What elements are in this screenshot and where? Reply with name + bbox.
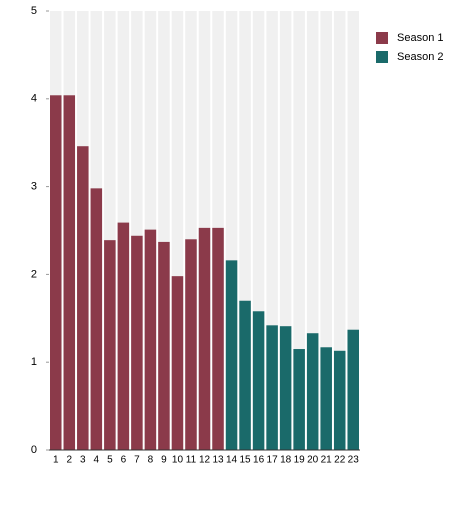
bar-background — [306, 11, 319, 450]
y-tick-label: 2 — [31, 268, 37, 280]
x-tick-label: 8 — [148, 455, 154, 466]
bar-background — [347, 11, 359, 450]
x-tick-label: 14 — [226, 455, 238, 466]
bar-background — [266, 11, 278, 450]
x-tick-label: 4 — [94, 455, 100, 466]
bar-background — [333, 11, 346, 450]
bar-background — [171, 11, 184, 450]
bar — [306, 333, 319, 450]
x-tick-label: 1 — [53, 455, 59, 466]
x-tick-label: 11 — [186, 455, 197, 466]
bar — [239, 300, 251, 450]
legend-swatch — [376, 32, 388, 44]
bar — [252, 311, 265, 450]
bar — [171, 276, 184, 450]
legend-label: Season 1 — [397, 32, 443, 44]
bar — [117, 222, 130, 450]
x-tick-label: 19 — [294, 455, 306, 466]
x-tick-label: 16 — [253, 455, 265, 466]
x-tick-label: 23 — [348, 455, 360, 466]
bar — [320, 347, 332, 450]
y-tick-label: 0 — [31, 444, 37, 456]
bar — [279, 326, 292, 450]
bar — [77, 146, 89, 450]
bar — [63, 95, 76, 451]
bar — [131, 235, 143, 450]
bar-background — [225, 11, 238, 450]
x-tick-label: 7 — [134, 455, 140, 466]
x-tick-label: 10 — [172, 455, 184, 466]
bar — [50, 95, 62, 451]
bar-background — [185, 11, 197, 450]
x-tick-label: 17 — [267, 455, 279, 466]
y-tick-label: 4 — [31, 93, 37, 105]
bar-background — [131, 11, 143, 450]
bar — [158, 241, 170, 450]
y-tick-label: 5 — [31, 5, 37, 17]
x-tick-label: 3 — [80, 455, 86, 466]
bar — [198, 227, 211, 450]
x-tick-label: 22 — [334, 455, 346, 466]
x-tick-label: 12 — [199, 455, 211, 466]
legend-swatch — [376, 51, 388, 63]
bar — [225, 260, 238, 450]
bar-background — [279, 11, 292, 450]
bar-background — [104, 11, 116, 450]
bar — [347, 329, 359, 450]
x-tick-label: 9 — [161, 455, 167, 466]
bar — [333, 350, 346, 450]
legend-label: Season 2 — [397, 51, 443, 63]
x-tick-label: 2 — [67, 455, 73, 466]
y-tick-label: 1 — [31, 356, 37, 368]
bar-background — [320, 11, 332, 450]
x-tick-label: 20 — [307, 455, 319, 466]
bar — [212, 227, 224, 450]
x-tick-label: 15 — [240, 455, 252, 466]
bar-background — [239, 11, 251, 450]
bar — [293, 349, 305, 450]
bar-background — [293, 11, 305, 450]
x-tick-label: 6 — [121, 455, 127, 466]
bar-background — [252, 11, 265, 450]
bar — [144, 229, 157, 450]
x-tick-label: 5 — [107, 455, 113, 466]
bar — [90, 188, 103, 450]
x-tick-label: 13 — [212, 455, 224, 466]
bar-background — [158, 11, 170, 450]
bar — [266, 325, 278, 450]
bar — [104, 240, 116, 450]
x-tick-label: 18 — [280, 455, 292, 466]
x-tick-label: 21 — [321, 455, 333, 466]
bar — [185, 239, 197, 450]
y-tick-label: 3 — [31, 181, 37, 193]
